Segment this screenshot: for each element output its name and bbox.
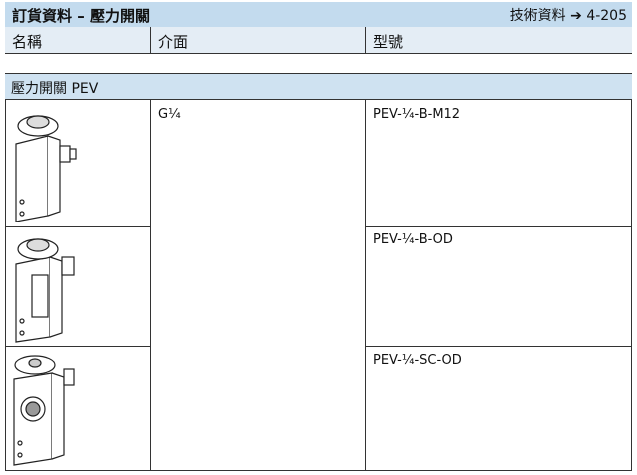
part-number: PEV-¼-SC-OD	[373, 353, 462, 368]
header-bar	[5, 2, 632, 27]
interface: G¼	[158, 107, 181, 122]
part-number: PEV-¼-B-M12	[373, 107, 461, 122]
column-header: 介面	[158, 33, 189, 51]
divider	[365, 27, 366, 54]
section-label: 壓力開關 PEV	[11, 81, 99, 97]
divider	[365, 100, 366, 471]
divider	[365, 346, 632, 347]
reference[interactable]: 技術資料 ➔ 4-205	[509, 8, 627, 24]
title: 訂貨資料 – 壓力開關	[12, 7, 150, 25]
divider	[150, 100, 151, 471]
divider	[365, 226, 632, 227]
divider	[5, 346, 150, 347]
product-image	[15, 115, 77, 222]
product-image	[15, 238, 75, 343]
border	[5, 100, 6, 471]
border	[631, 100, 632, 471]
product-image	[13, 355, 75, 466]
column-header-row	[5, 27, 632, 54]
column-header: 型號	[373, 33, 404, 51]
section-row	[5, 73, 632, 100]
part-number: PEV-¼-B-OD	[373, 232, 453, 247]
divider	[5, 226, 150, 227]
column-header: 名稱	[12, 33, 43, 51]
border	[5, 470, 632, 471]
divider	[150, 27, 151, 54]
